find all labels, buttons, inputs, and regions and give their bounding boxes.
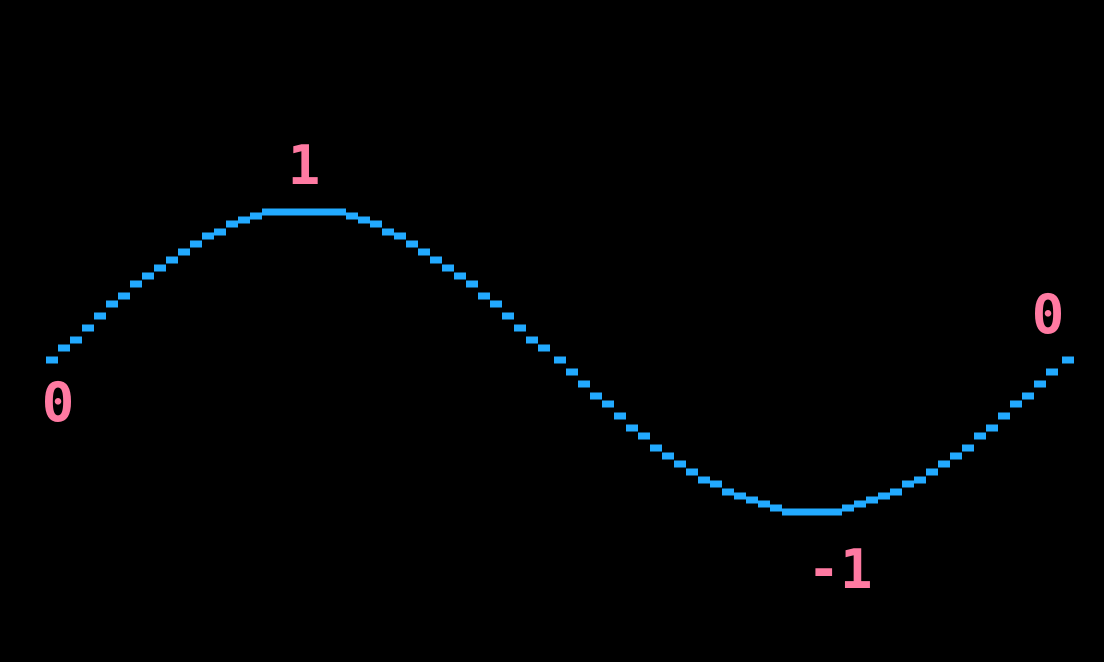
curve-point	[626, 424, 638, 432]
curve-point	[58, 344, 70, 352]
curve-point	[442, 264, 454, 272]
curve-point	[866, 496, 878, 504]
curve-point	[950, 452, 962, 460]
curve-point	[830, 508, 842, 516]
curve-point	[478, 292, 490, 300]
value-labels: 0 1 -1 0	[42, 134, 1065, 601]
curve-point	[566, 368, 578, 376]
curve-point	[554, 356, 566, 364]
curve-point	[734, 492, 746, 500]
curve-point	[214, 228, 226, 236]
curve-point	[974, 432, 986, 440]
curve-point	[502, 312, 514, 320]
curve-point	[250, 212, 262, 220]
curve-point	[602, 400, 614, 408]
curve-point	[758, 500, 770, 508]
curve-point	[590, 392, 602, 400]
curve-point	[878, 492, 890, 500]
curve-point	[370, 220, 382, 228]
curve-point	[890, 488, 902, 496]
curve-point	[1022, 392, 1034, 400]
curve-point	[698, 476, 710, 484]
curve-point	[490, 300, 502, 308]
curve-point	[46, 356, 58, 364]
curve-point	[238, 216, 250, 224]
curve-point	[686, 468, 698, 476]
curve-point	[178, 248, 190, 256]
curve-point	[322, 208, 334, 216]
curve-point	[794, 508, 806, 516]
curve-point	[818, 508, 830, 516]
curve-point	[674, 460, 686, 468]
curve-point	[286, 208, 298, 216]
curve-point	[806, 508, 818, 516]
value-label: 1	[288, 134, 321, 197]
curve-point	[94, 312, 106, 320]
curve-point	[406, 240, 418, 248]
curve-point	[1046, 368, 1058, 376]
curve-point	[938, 460, 950, 468]
curve-point	[358, 216, 370, 224]
curve-point	[394, 232, 406, 240]
curve-point	[430, 256, 442, 264]
curve-point	[418, 248, 430, 256]
curve-point	[346, 212, 358, 220]
value-label: 0	[42, 371, 75, 434]
curve-point	[902, 480, 914, 488]
curve-point	[722, 488, 734, 496]
curve-point	[298, 208, 310, 216]
curve-point	[70, 336, 82, 344]
curve-point	[614, 412, 626, 420]
curve-point	[782, 508, 794, 516]
curve-point	[914, 476, 926, 484]
curve-point	[854, 500, 866, 508]
curve-point	[118, 292, 130, 300]
sine-curve	[46, 208, 1074, 516]
curve-point	[650, 444, 662, 452]
curve-point	[202, 232, 214, 240]
curve-point	[746, 496, 758, 504]
curve-point	[142, 272, 154, 280]
curve-point	[926, 468, 938, 476]
curve-point	[662, 452, 674, 460]
curve-point	[538, 344, 550, 352]
curve-point	[262, 208, 274, 216]
curve-point	[1034, 380, 1046, 388]
curve-point	[842, 504, 854, 512]
curve-point	[1062, 356, 1074, 364]
curve-point	[82, 324, 94, 332]
curve-point	[274, 208, 286, 216]
curve-point	[526, 336, 538, 344]
curve-point	[334, 208, 346, 216]
curve-point	[514, 324, 526, 332]
curve-point	[578, 380, 590, 388]
curve-point	[1010, 400, 1022, 408]
curve-point	[986, 424, 998, 432]
curve-point	[226, 220, 238, 228]
curve-point	[962, 444, 974, 452]
curve-point	[998, 412, 1010, 420]
curve-point	[710, 480, 722, 488]
curve-point	[106, 300, 118, 308]
curve-point	[638, 432, 650, 440]
curve-point	[466, 280, 478, 288]
curve-point	[166, 256, 178, 264]
curve-point	[310, 208, 322, 216]
curve-point	[190, 240, 202, 248]
value-label: -1	[807, 538, 872, 601]
curve-point	[382, 228, 394, 236]
curve-point	[130, 280, 142, 288]
curve-point	[770, 504, 782, 512]
curve-point	[154, 264, 166, 272]
curve-point	[454, 272, 466, 280]
value-label: 0	[1032, 283, 1065, 346]
